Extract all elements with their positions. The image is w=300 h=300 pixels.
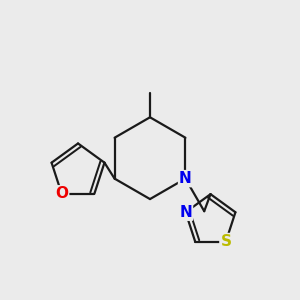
Text: O: O	[55, 186, 68, 201]
Text: S: S	[220, 234, 231, 249]
Text: N: N	[179, 171, 192, 186]
Text: N: N	[179, 205, 192, 220]
